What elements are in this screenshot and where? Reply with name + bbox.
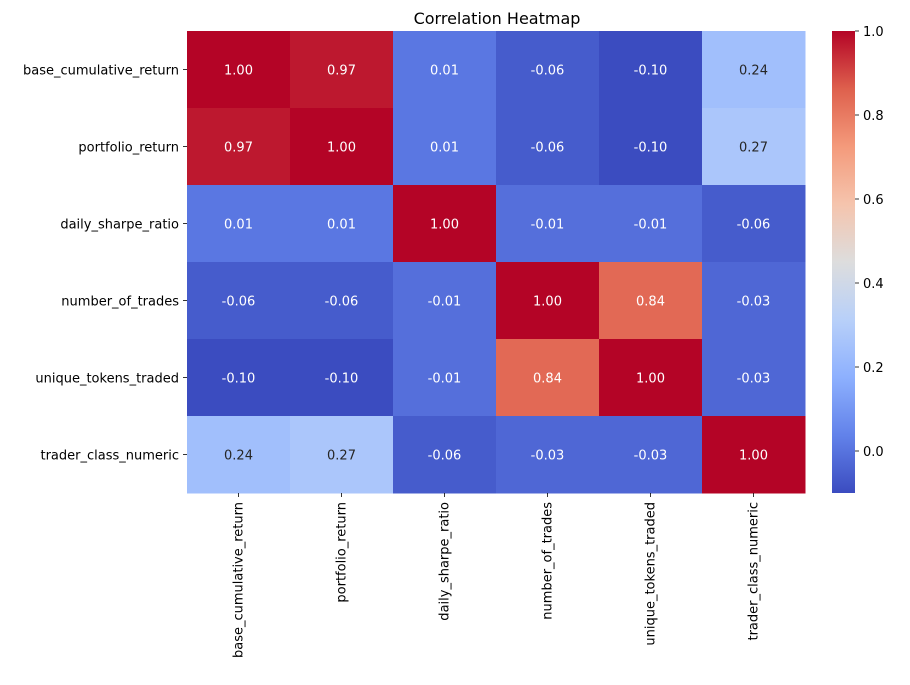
cell-value-label: 1.00 xyxy=(327,141,356,156)
cell-value-label: 1.00 xyxy=(224,64,253,79)
heatmap-cell xyxy=(290,416,394,494)
heatmap-cell xyxy=(599,339,703,417)
heatmap-cell xyxy=(393,339,497,417)
heatmap-cell xyxy=(496,262,600,340)
heatmap-cell xyxy=(187,185,291,263)
heatmap-cell xyxy=(599,185,703,263)
cell-value-label: -0.06 xyxy=(222,295,256,310)
cell-value-label: 1.00 xyxy=(533,295,562,310)
heatmap-cell xyxy=(496,339,600,417)
heatmap-cell xyxy=(187,108,291,186)
cell-value-label: 0.27 xyxy=(327,449,356,464)
column-label: trader_class_numeric xyxy=(747,502,762,641)
colorbar-tick-label: 1.0 xyxy=(863,25,884,40)
colorbar-tick-label: 0.8 xyxy=(863,109,884,124)
heatmap-cell xyxy=(702,185,806,263)
cell-value-label: 0.84 xyxy=(533,372,562,387)
cell-value-label: -0.10 xyxy=(634,141,668,156)
cell-value-label: -0.06 xyxy=(428,449,462,464)
cell-value-label: 0.01 xyxy=(430,141,459,156)
column-label: base_cumulative_return xyxy=(232,502,247,658)
cell-value-label: 0.01 xyxy=(327,218,356,233)
row-labels: base_cumulative_return portfolio_returnda… xyxy=(23,64,187,464)
cell-value-label: 0.84 xyxy=(636,295,665,310)
heatmap-cell xyxy=(702,108,806,186)
cell-value-label: -0.01 xyxy=(531,218,565,233)
cell-value-label: -0.06 xyxy=(531,141,565,156)
column-label: number_of_trades xyxy=(541,502,556,620)
cell-value-label: 0.27 xyxy=(739,141,768,156)
cell-value-label: -0.10 xyxy=(325,372,359,387)
heatmap-cell xyxy=(393,31,497,109)
heatmap-cell xyxy=(290,339,394,417)
heatmap-cell xyxy=(599,31,703,109)
column-label: unique_tokens_traded xyxy=(644,502,659,646)
heatmap-cell xyxy=(187,339,291,417)
heatmap-cell xyxy=(290,262,394,340)
cell-value-label: -0.10 xyxy=(634,64,668,79)
heatmap-cell xyxy=(599,262,703,340)
cell-value-label: 1.00 xyxy=(739,449,768,464)
cell-value-label: 0.01 xyxy=(224,218,253,233)
heatmap-cell xyxy=(393,262,497,340)
heatmap-cell xyxy=(702,339,806,417)
heatmap-cell xyxy=(702,262,806,340)
cell-value-label: -0.10 xyxy=(222,372,256,387)
cell-value-label: -0.03 xyxy=(531,449,565,464)
row-label: base_cumulative_return xyxy=(23,64,179,79)
heatmap-cell xyxy=(187,31,291,109)
row-label: unique_tokens_traded xyxy=(35,372,179,387)
row-label: portfolio_return xyxy=(78,141,179,156)
column-label: daily_sharpe_ratio xyxy=(438,502,453,621)
cell-value-label: -0.01 xyxy=(634,218,668,233)
cell-value-label: 0.97 xyxy=(224,141,253,156)
colorbar-tick-label: 0.6 xyxy=(863,193,884,208)
heatmap-cell-labels: 1.00 0.97 0.01 -0.06 -0.10 0.24 0.97 1.00 0.01 -0… xyxy=(222,64,771,464)
heatmap-cells xyxy=(187,31,806,494)
heatmap-cell xyxy=(599,416,703,494)
heatmap-cell xyxy=(496,108,600,186)
cell-value-label: 0.24 xyxy=(739,64,768,79)
row-label: daily_sharpe_ratio xyxy=(60,218,179,233)
heatmap-cell xyxy=(290,31,394,109)
column-label: portfolio_return xyxy=(335,502,350,603)
heatmap-cell xyxy=(393,185,497,263)
heatmap-cell xyxy=(496,31,600,109)
colorbar-gradient xyxy=(832,31,855,493)
chart-title: Correlation Heatmap xyxy=(414,9,581,28)
cell-value-label: 1.00 xyxy=(636,372,665,387)
heatmap-cell xyxy=(187,416,291,494)
row-label: trader_class_numeric xyxy=(40,449,179,464)
heatmap-cell xyxy=(290,185,394,263)
cell-value-label: -0.03 xyxy=(634,449,668,464)
heatmap-cell xyxy=(393,416,497,494)
cell-value-label: -0.03 xyxy=(737,372,771,387)
cell-value-label: 1.00 xyxy=(430,218,459,233)
cell-value-label: 0.24 xyxy=(224,449,253,464)
cell-value-label: -0.06 xyxy=(531,64,565,79)
colorbar: 0.0 0.2 0.4 0.6 0.8 1.0 xyxy=(832,25,884,493)
cell-value-label: -0.06 xyxy=(737,218,771,233)
cell-value-label: -0.01 xyxy=(428,295,462,310)
heatmap-cell xyxy=(702,416,806,494)
cell-value-label: -0.01 xyxy=(428,372,462,387)
heatmap-cell xyxy=(496,185,600,263)
heatmap-cell xyxy=(702,31,806,109)
cell-value-label: 0.97 xyxy=(327,64,356,79)
row-label: number_of_trades xyxy=(61,295,179,310)
cell-value-label: -0.03 xyxy=(737,295,771,310)
heatmap-cell xyxy=(496,416,600,494)
cell-value-label: -0.06 xyxy=(325,295,359,310)
colorbar-tick-label: 0.4 xyxy=(863,277,884,292)
heatmap-cell xyxy=(393,108,497,186)
cell-value-label: 0.01 xyxy=(430,64,459,79)
column-labels: base_cumulative_return portfolio_return da… xyxy=(232,493,762,658)
colorbar-tick-label: 0.0 xyxy=(863,445,884,460)
heatmap-cell xyxy=(187,262,291,340)
heatmap-cell xyxy=(599,108,703,186)
heatmap-cell xyxy=(290,108,394,186)
colorbar-tick-label: 0.2 xyxy=(863,361,884,376)
